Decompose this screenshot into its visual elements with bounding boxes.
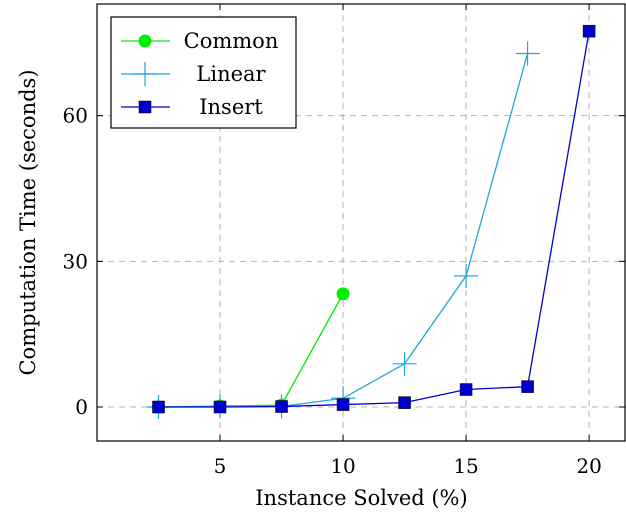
insert-line	[158, 31, 590, 408]
y-tick-label: 30	[63, 249, 88, 273]
x-tick-label: 5	[214, 454, 227, 478]
insert-point	[398, 396, 411, 409]
linear-point	[133, 62, 157, 86]
x-tick-label: 20	[576, 454, 601, 478]
legend-label: Linear	[196, 62, 266, 86]
common-point	[336, 287, 350, 301]
insert-point	[138, 100, 152, 114]
axis-ticks: 5 10 15 20 0 30 60	[63, 4, 625, 478]
legend-item-insert: Insert	[121, 95, 263, 119]
insert-point	[213, 400, 227, 414]
legend-item-linear: Linear	[121, 62, 267, 86]
series-common	[152, 287, 350, 414]
series-insert	[152, 24, 596, 414]
legend-label: Common	[184, 29, 279, 53]
common-point	[138, 34, 152, 48]
x-axis-label: Instance Solved (%)	[255, 486, 467, 510]
linear-point	[454, 263, 479, 288]
legend-item-common: Common	[121, 29, 278, 53]
linear-point	[392, 351, 417, 376]
legend-label: Insert	[199, 95, 263, 119]
common-line	[158, 293, 344, 408]
y-tick-label: 60	[63, 104, 88, 128]
y-axis-label: Computation Time (seconds)	[16, 69, 40, 375]
insert-point	[275, 400, 288, 413]
linear-point	[515, 41, 540, 66]
legend: Common Linear Insert	[110, 16, 297, 129]
x-tick-label: 15	[453, 454, 478, 478]
insert-point	[152, 400, 165, 414]
insert-point	[521, 380, 534, 393]
insert-point	[459, 383, 473, 396]
x-tick-label: 10	[330, 454, 355, 478]
insert-point	[336, 398, 350, 411]
y-tick-label: 0	[75, 395, 88, 419]
insert-point	[582, 24, 596, 38]
plot-series	[146, 24, 596, 420]
plot-frame	[96, 3, 626, 442]
grid	[97, 4, 626, 441]
